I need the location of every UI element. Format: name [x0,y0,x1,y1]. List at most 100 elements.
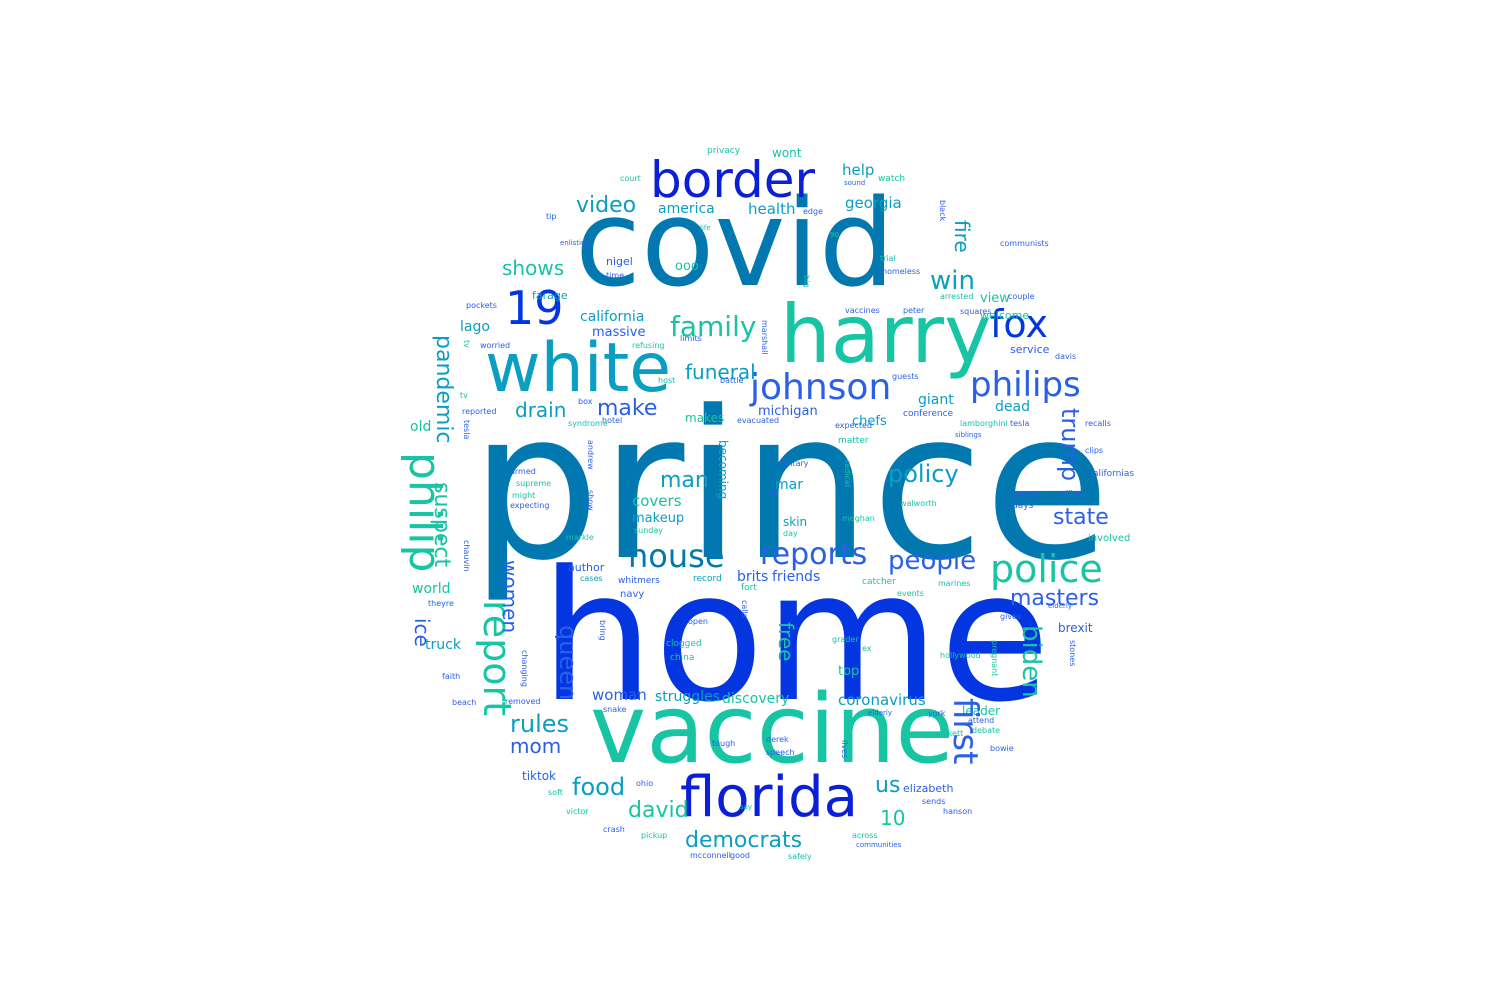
word-privacy: privacy [707,146,741,156]
word-faith: beach [452,698,477,707]
word-biden: biden [1016,625,1046,698]
word-syndrome: marshall [760,320,769,355]
word-dead: dead [995,399,1030,415]
word-food: food [572,773,626,801]
word-conference: evacuated [737,416,780,425]
word-friends: friends [772,569,821,585]
word-sound: tesla [1010,419,1030,428]
word-ice: ice [410,618,434,647]
word-johnson: johnson [750,367,892,408]
word-big: tv [462,340,471,348]
word-win: win [930,266,975,296]
word-grader: grader [832,635,859,644]
word-enlisting: enlisting [560,239,590,247]
word-wont: wont [772,146,802,160]
word-drain: drain [515,398,567,422]
word-communities: tesla [462,420,471,440]
word-hanson: theyre [428,599,454,608]
word-fox: fox [990,302,1048,346]
word-philips: philips [970,365,1081,405]
word-marshall: big [802,275,811,288]
word-woman: woman [592,686,647,704]
word-ooo: ooo [675,259,699,274]
word-discovery: discovery [722,691,790,707]
word-sends: hanson [943,807,973,816]
word-battle: host [658,376,676,385]
word-time: tip [546,212,557,221]
word-mar: mar [775,477,803,493]
word-beach: removed [505,697,541,706]
word-meghan: calls [740,600,749,618]
word-prince: prince [470,368,1111,606]
word-day: meghan [842,514,875,523]
word-squares: arrested [940,292,974,301]
word-pickett: attend [968,716,995,725]
word-white: white [485,329,672,408]
word-guests: faith [442,672,461,681]
word-pregnant: pregnant [990,640,999,677]
word-nigel: nigel [606,255,633,268]
word-lago: lago [460,319,490,335]
word-good: safely [788,852,812,861]
word-georgia: georgia [845,194,902,212]
word-view: view [980,291,1010,306]
word-mom: mom [510,734,562,758]
word-clogged: clogged [666,639,702,649]
word-across: sends [922,797,946,806]
word-10: 10 [880,806,906,830]
word-supreme: armed [510,467,536,476]
word-attend: debate [972,726,1001,735]
word-record: record [693,574,722,584]
word-free: free [774,622,798,662]
word-farage: farage [532,289,568,302]
word-america: america [658,201,715,217]
word-cases: cases [580,574,603,583]
word-us: us [875,773,901,798]
word-trial: homeless [882,267,921,276]
word-catcher: catcher [862,577,896,587]
word-tough: derek [766,735,789,744]
word-tv: tv [460,391,468,400]
word-brits: brits [737,569,769,585]
word-stones: stones [1068,640,1077,667]
word-top: top [838,664,860,679]
word-rolling: clips [1085,446,1104,455]
word-hollywood: hollywood [940,651,981,660]
word-90: communities [856,841,902,849]
word-enlisting: say [740,803,753,811]
word-suspect: suspect [429,482,454,568]
word-skin: skin [783,515,808,529]
word-bring: chauvin [462,540,471,572]
word-life: life [700,224,711,232]
word-bowie: ohio [636,779,654,788]
word-tesla: siblings [955,431,982,439]
word-worried: pockets [466,301,497,310]
word-homeless: vaccines [845,306,880,315]
word-becoming: becoming [716,440,730,500]
word-soft: victor [566,807,589,816]
word-elderly: elderly [868,709,892,717]
word-events: events [897,589,924,598]
word-open: open [688,617,708,626]
word-vaccine: vaccine [590,675,954,785]
word-makeup: makeup [632,511,685,526]
word-calls: ex [862,644,872,653]
word-report: report [475,600,519,717]
word-all: military [778,459,809,468]
word-edge: trial [880,254,896,263]
word-sunday: markle [566,533,594,542]
word-evacuated: hotel [602,416,623,425]
word-andrew: show [586,490,595,511]
word-fort: fort [741,583,757,593]
word-covid: covid [575,175,895,314]
word-california: california [580,309,645,325]
word-communists: black [938,200,947,222]
word-theyre: changing [520,650,529,687]
word-covers: covers [632,492,682,510]
word-welcome: welcome [980,309,1030,322]
word-safely: across [852,831,878,840]
word-say: sound [844,179,866,187]
word-peter: squares [960,307,992,316]
word-walworth: python [1012,490,1040,499]
